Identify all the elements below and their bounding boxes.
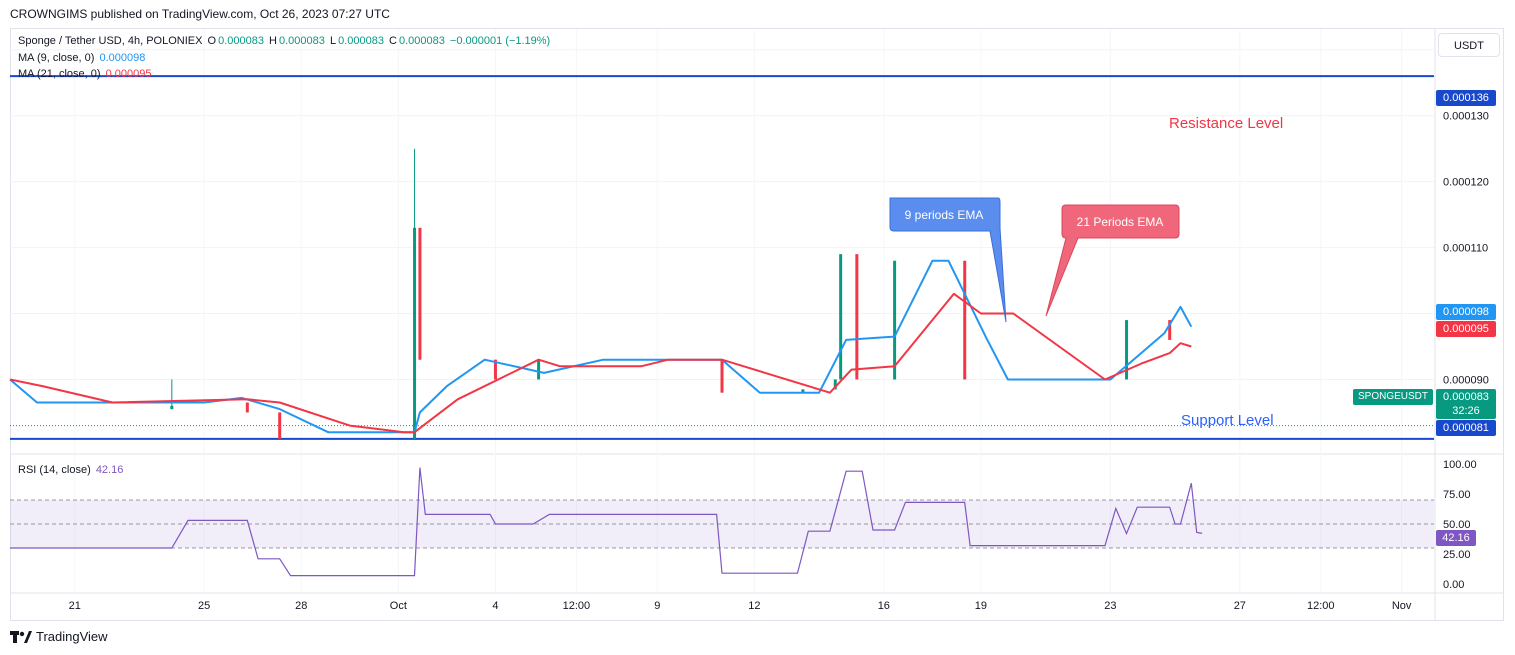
candle-body: [170, 405, 174, 410]
resistance-price-tag: 0.000136: [1436, 90, 1496, 106]
rsi-tick-label: 50.00: [1443, 519, 1471, 531]
currency-unit-button[interactable]: USDT: [1438, 33, 1500, 57]
chart-frame: [10, 28, 1504, 621]
candle-body: [418, 227, 422, 360]
legend-ma21-label: MA (21, close, 0): [18, 68, 101, 80]
legend-ohlc: Sponge / Tether USD, 4h, POLONIEX O 0.000…: [18, 35, 552, 47]
legend-ma21-value: 0.000095: [105, 68, 152, 80]
symbol-name-tag: SPONGEUSDT: [1353, 389, 1433, 405]
candle-body: [720, 359, 724, 393]
countdown-tag: 32:26: [1436, 403, 1496, 419]
time-tick-label: 12:00: [563, 600, 591, 612]
support-level-label: Support Level: [1181, 412, 1274, 429]
legend-rsi-label: RSI (14, close): [18, 464, 91, 476]
ma9-line: [9, 259, 1193, 434]
ma21-line: [9, 292, 1192, 434]
time-tick-label: 12:00: [1307, 600, 1335, 612]
legend-ma9-value: 0.000098: [99, 52, 146, 64]
candle-body: [245, 402, 249, 413]
price-tick-label: 0.000130: [1443, 111, 1489, 123]
candle-body: [855, 254, 859, 380]
candle-body: [278, 412, 282, 439]
candle-body: [963, 260, 967, 380]
candle-body: [1125, 320, 1129, 380]
legend-ma9-label: MA (9, close, 0): [18, 52, 95, 64]
tradingview-logo[interactable]: TradingView: [10, 629, 108, 644]
legend-symbol: Sponge / Tether USD, 4h, POLONIEX: [18, 35, 203, 47]
legend-o: 0.000083: [218, 35, 264, 47]
rsi-tick-label: 25.00: [1443, 549, 1471, 561]
candle-body: [801, 389, 805, 393]
rsi-tick-label: 75.00: [1443, 489, 1471, 501]
ma21-price-tag: 0.000095: [1436, 321, 1496, 337]
candle-body: [493, 359, 497, 380]
ema9-callout: 9 periods EMA: [889, 197, 1007, 323]
time-tick-label: 12: [748, 600, 760, 612]
legend-ma9: MA (9, close, 0) 0.000098: [18, 52, 147, 64]
time-tick-label: Nov: [1392, 600, 1412, 612]
time-tick-label: Oct: [390, 600, 407, 612]
candle-body: [1168, 320, 1172, 340]
legend-h: 0.000083: [278, 35, 325, 47]
price-tick-label: 0.000090: [1443, 374, 1489, 386]
time-tick-label: 16: [878, 600, 890, 612]
time-tick-label: 9: [654, 600, 660, 612]
legend-rsi: RSI (14, close) 42.16: [18, 464, 125, 476]
legend-c-label: C: [389, 35, 397, 47]
resistance-level-label: Resistance Level: [1169, 115, 1284, 132]
ema9-callout-text: 9 periods EMA: [905, 208, 984, 222]
time-tick-label: 19: [975, 600, 987, 612]
legend-rsi-value: 42.16: [95, 464, 124, 476]
ema21-callout-bubble: [1045, 204, 1180, 317]
legend-l: 0.000083: [338, 35, 384, 47]
ema21-callout-text: 21 Periods EMA: [1077, 215, 1164, 229]
candle-body: [833, 379, 837, 390]
rsi-line: [10, 467, 1203, 577]
tradingview-logo-text: TradingView: [36, 629, 108, 644]
support-price-tag: 0.000081: [1436, 420, 1496, 436]
legend-o-label: O: [207, 35, 217, 47]
ema21-callout: 21 Periods EMA: [1045, 204, 1180, 317]
legend-c: 0.000083: [398, 35, 445, 47]
ema9-callout-bubble: [889, 197, 1007, 323]
rsi-tick-label: 100.00: [1443, 459, 1477, 471]
legend-change: −0.000001 (−1.19%): [449, 35, 551, 47]
legend-h-label: H: [269, 35, 277, 47]
time-tick-label: 27: [1234, 600, 1246, 612]
candle-body: [839, 254, 843, 380]
time-tick-label: 25: [198, 600, 210, 612]
time-tick-label: 4: [492, 600, 498, 612]
time-tick-label: 21: [69, 600, 81, 612]
time-tick-label: 23: [1104, 600, 1116, 612]
price-tick-label: 0.000120: [1443, 177, 1489, 189]
legend-ma21: MA (21, close, 0) 0.000095: [18, 68, 154, 80]
rsi-value-tag: 42.16: [1436, 530, 1476, 546]
time-tick-label: 28: [295, 600, 307, 612]
rsi-tick-label: 0.00: [1443, 579, 1464, 591]
candle-body: [537, 359, 541, 380]
price-tick-label: 0.000110: [1443, 243, 1488, 255]
candle-body: [413, 227, 417, 439]
publisher-line: CROWNGIMS published on TradingView.com, …: [10, 7, 390, 21]
legend-l-label: L: [329, 35, 337, 47]
last-price-tag: 0.000083: [1436, 389, 1496, 405]
candle-body: [893, 260, 897, 380]
ma9-price-tag: 0.000098: [1436, 304, 1496, 320]
tradingview-logo-icon: [10, 630, 32, 643]
